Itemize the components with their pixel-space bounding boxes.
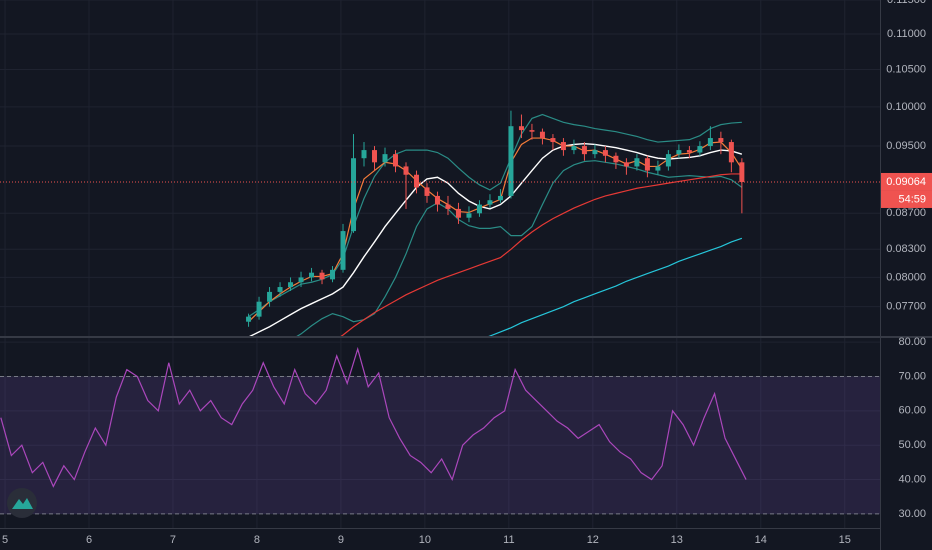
y-tick-label: 0.11000 <box>887 28 926 40</box>
candle-body <box>256 301 262 317</box>
candle-body <box>277 287 283 292</box>
series-line <box>249 142 743 336</box>
candle-body <box>298 277 304 283</box>
logo[interactable] <box>7 488 37 518</box>
x-tick-label: 6 <box>86 534 92 546</box>
candle-body <box>676 150 682 155</box>
candle-body <box>455 208 461 218</box>
x-tick-label: 13 <box>671 534 683 546</box>
series-line <box>488 237 743 336</box>
y-tick-label: 0.07700 <box>886 301 926 313</box>
y-tick-label: 60.00 <box>898 405 926 417</box>
candle-body <box>466 213 472 218</box>
candle-body <box>309 272 315 278</box>
series-line <box>296 160 743 336</box>
candle-body <box>508 126 514 196</box>
candle-body <box>487 200 493 205</box>
candle-body <box>697 146 703 153</box>
x-tick-label: 10 <box>419 534 431 546</box>
candle-body <box>340 231 346 270</box>
series-line <box>0 346 747 488</box>
candle-body <box>424 187 430 196</box>
candle-body <box>602 150 608 156</box>
candle-body <box>707 138 713 147</box>
countdown-tag <box>881 190 932 208</box>
candle-body <box>686 150 692 153</box>
candle-body <box>476 204 482 214</box>
candle-body <box>372 150 378 163</box>
candle-body <box>623 162 629 167</box>
y-tick-label: 0.08300 <box>886 243 926 255</box>
y-tick-label: 50.00 <box>898 439 926 451</box>
y-tick-label: 0.08000 <box>886 271 926 283</box>
candle-body <box>330 269 336 280</box>
candle-body <box>361 150 367 159</box>
rsi-band <box>0 376 880 514</box>
candle-body <box>718 138 724 143</box>
candle-body <box>550 138 556 143</box>
candle-body <box>267 291 273 302</box>
x-tick-label: 12 <box>587 534 599 546</box>
rsi-panel <box>0 338 880 528</box>
x-tick-label: 8 <box>254 534 260 546</box>
logo-shape <box>12 498 33 509</box>
series-line <box>340 173 742 336</box>
candle-body <box>539 131 545 139</box>
last-price-tag <box>881 172 932 191</box>
y-tick-label: 0.10000 <box>886 101 926 113</box>
y-tick-label: 0.08700 <box>886 207 926 219</box>
countdown-label: 54:59 <box>898 193 926 205</box>
candle-body <box>497 195 503 201</box>
candle-body <box>445 204 451 209</box>
x-tick-label: 11 <box>503 534 514 546</box>
candle-body <box>403 166 409 175</box>
candle-body <box>655 166 661 171</box>
y-tick-label: 80.00 <box>898 336 926 348</box>
x-tick-label: 15 <box>839 534 851 546</box>
candle-body <box>529 130 535 132</box>
y-tick-label: 30.00 <box>898 508 926 520</box>
y-tick-label: 0.10500 <box>886 63 926 75</box>
candle-body <box>382 154 388 163</box>
candle-body <box>665 154 671 167</box>
x-tick-label: 7 <box>170 534 176 546</box>
candle-body <box>739 162 745 182</box>
y-tick-label: 0.09500 <box>886 140 926 152</box>
candle-body <box>288 282 294 288</box>
candle-body <box>518 126 524 131</box>
candle-body <box>246 316 252 322</box>
candle-body <box>413 174 419 188</box>
candle-body <box>392 154 398 167</box>
candle-body <box>634 158 640 167</box>
x-tick-label: 14 <box>755 534 767 546</box>
candle-body <box>351 158 357 232</box>
x-tick-label: 5 <box>2 534 8 546</box>
price-panel <box>0 0 880 336</box>
y-tick-label: 40.00 <box>898 473 926 485</box>
candle-body <box>434 195 440 205</box>
y-tick-label: 0.11500 <box>887 0 926 6</box>
candle-body <box>319 272 325 280</box>
candle-body <box>728 142 734 163</box>
candle-body <box>560 142 566 151</box>
candle-body <box>571 146 577 151</box>
x-tick-label: 9 <box>338 534 344 546</box>
candle-body <box>613 155 619 163</box>
candle-body <box>592 150 598 155</box>
last-price-label: 0.09064 <box>886 176 926 188</box>
candle-body <box>644 158 650 171</box>
y-tick-label: 70.00 <box>898 370 926 382</box>
candle-body <box>581 146 587 155</box>
